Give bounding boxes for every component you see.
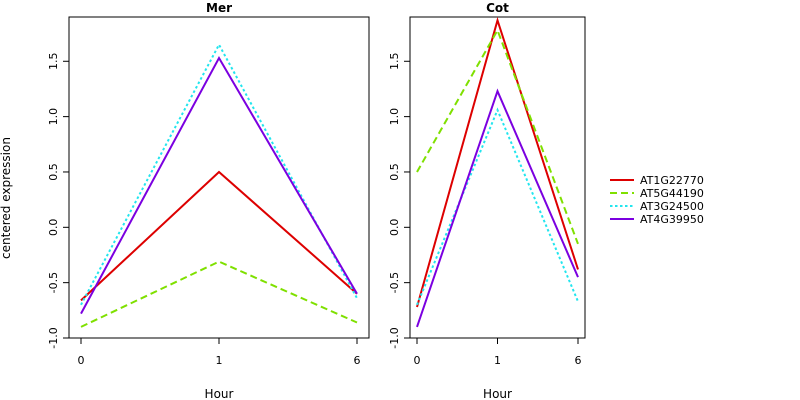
panel-title: Mer [206,1,232,15]
y-tick-label: -0.5 [47,272,60,293]
legend-item: AT3G24500 [610,200,704,213]
series-line-at5g44190 [416,27,579,245]
legend-label: AT3G24500 [640,200,704,213]
y-tick-label: -1.0 [47,327,60,348]
y-tick-label: 0.0 [388,219,401,237]
y-tick-label: 1.0 [388,108,401,126]
plot-frame [409,16,586,339]
x-tick-label: 1 [216,354,223,367]
legend-label: AT5G44190 [640,187,704,200]
y-tick-label: 1.5 [388,53,401,71]
series-line-at3g24500 [416,107,579,306]
y-axis-title: centered expression [0,137,13,259]
x-tick-label: 1 [494,354,501,367]
legend-label: AT1G22770 [640,174,704,187]
chart-panels: Mer -1.0 -0.5 0.0 0.5 1.0 1.5 0 1 6 Hour Cot -1.0 -0.… [47,1,586,400]
legend-item: AT4G39950 [610,213,704,226]
x-tick-label: 6 [575,354,582,367]
series-line-at3g24500 [80,42,358,306]
plot-frame [68,16,370,339]
legend-item: AT5G44190 [610,187,704,200]
y-tick-label: 0.5 [47,163,60,181]
series-line-at5g44190 [80,260,358,328]
series-line-at1g22770 [416,16,579,308]
y-tick-label: 0.0 [47,219,60,237]
x-axis-title: Hour [205,387,234,400]
x-tick-label: 6 [354,354,361,367]
panel-title: Cot [486,1,509,15]
series-line-at1g22770 [80,170,358,302]
panel-cot: Cot -1.0 -0.5 0.0 0.5 1.0 1.5 0 1 6 Hour [388,1,586,400]
y-tick-label: -1.0 [388,327,401,348]
y-tick-label: 1.0 [47,108,60,126]
x-tick-label: 0 [414,354,421,367]
y-tick-label: 0.5 [388,163,401,181]
panel-mer: Mer -1.0 -0.5 0.0 0.5 1.0 1.5 0 1 6 Hour [47,1,370,400]
y-tick-label: -0.5 [388,272,401,293]
legend-label: AT4G39950 [640,213,704,226]
y-tick-label: 1.5 [47,53,60,71]
series-line-at4g39950 [416,88,579,328]
legend-item: AT1G22770 [610,174,704,187]
x-axis-title: Hour [483,387,512,400]
series-line-at4g39950 [80,55,358,315]
x-tick-label: 0 [78,354,85,367]
